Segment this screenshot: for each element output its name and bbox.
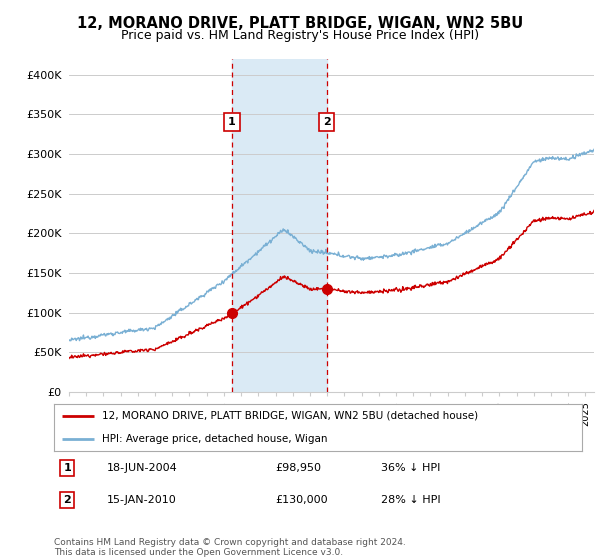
Text: £130,000: £130,000 [276, 495, 328, 505]
Text: £98,950: £98,950 [276, 463, 322, 473]
Text: 1: 1 [64, 463, 71, 473]
Text: 28% ↓ HPI: 28% ↓ HPI [382, 495, 441, 505]
Text: 1: 1 [228, 117, 236, 127]
Text: 18-JUN-2004: 18-JUN-2004 [107, 463, 178, 473]
Text: 15-JAN-2010: 15-JAN-2010 [107, 495, 176, 505]
Text: Price paid vs. HM Land Registry's House Price Index (HPI): Price paid vs. HM Land Registry's House … [121, 29, 479, 42]
Bar [232, 59, 326, 392]
Text: 2: 2 [64, 495, 71, 505]
Text: 12, MORANO DRIVE, PLATT BRIDGE, WIGAN, WN2 5BU (detached house): 12, MORANO DRIVE, PLATT BRIDGE, WIGAN, W… [101, 411, 478, 421]
Text: 36% ↓ HPI: 36% ↓ HPI [382, 463, 441, 473]
Text: Contains HM Land Registry data © Crown copyright and database right 2024.
This d: Contains HM Land Registry data © Crown c… [54, 538, 406, 557]
Text: HPI: Average price, detached house, Wigan: HPI: Average price, detached house, Wiga… [101, 434, 327, 444]
Text: 12, MORANO DRIVE, PLATT BRIDGE, WIGAN, WN2 5BU: 12, MORANO DRIVE, PLATT BRIDGE, WIGAN, W… [77, 16, 523, 31]
Text: 2: 2 [323, 117, 331, 127]
